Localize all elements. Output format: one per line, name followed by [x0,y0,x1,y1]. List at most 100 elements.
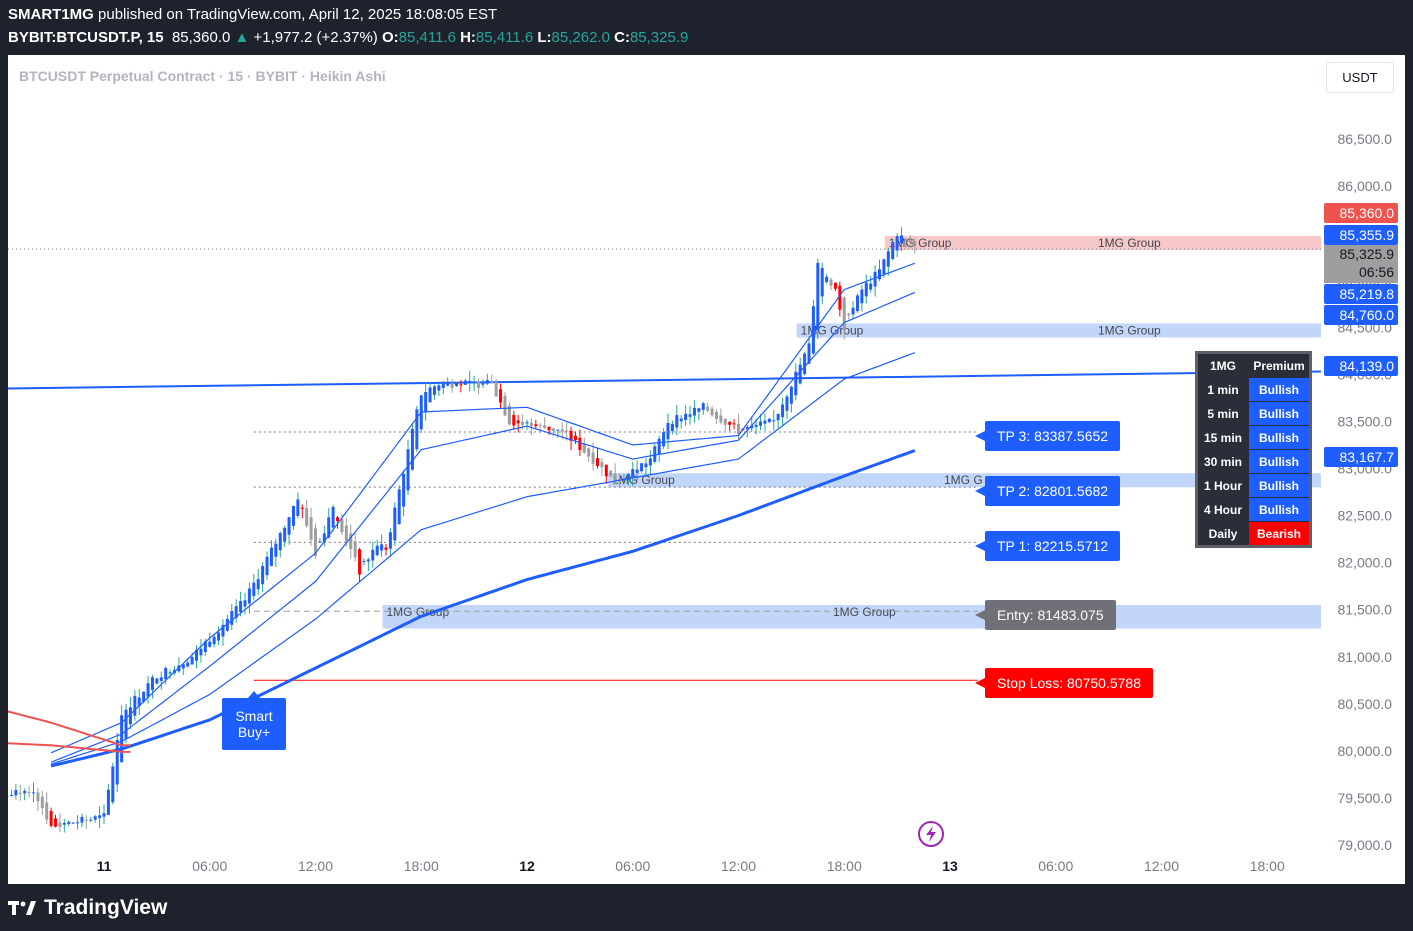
x-tick-label: 13 [942,858,958,874]
candle-body [212,636,216,645]
y-tick-label: 79,000.0 [1338,837,1393,853]
supply-demand-zone [796,323,1321,338]
panel-timeframe: 5 min [1196,401,1249,426]
candle-body [869,283,873,290]
published-text: published on TradingView.com, April 12, … [98,6,498,23]
x-tick-label: 11 [97,858,112,874]
candle-body [565,430,569,432]
candle-body [754,424,758,427]
ema-fast-line [50,262,916,754]
candle-body [128,707,132,725]
candle-body [181,664,185,669]
panel-timeframe: 4 Hour [1196,497,1249,522]
candle-body [380,544,384,551]
candle-body [137,697,141,706]
candle-body [538,425,542,427]
currency-button[interactable]: USDT [1326,62,1394,93]
candle-body [860,289,864,304]
candle-body [503,395,507,416]
chart-panel[interactable]: 1MG Group 1MG Group 1MG Group 1MG Group 1MG … [8,55,1405,884]
candle-body [199,648,203,656]
x-tick-label: 06:00 [192,858,227,874]
panel-row: 4 Hour Bullish [1196,497,1311,522]
supply-demand-zone [884,235,1321,251]
candle-body [490,381,494,383]
chart-legend-title: BTCUSDT Perpetual Contract · 15 · BYBIT … [19,68,386,84]
last-price: 85,360.0 [171,29,231,46]
candle-body [847,313,851,316]
candle-body [798,364,802,384]
candle-body [80,816,84,823]
candle-body [499,389,503,403]
candle-body [455,382,458,386]
candle-body [225,618,229,631]
high-value: 85,411.6 [475,29,534,46]
candle-body [230,611,234,625]
candle-body [560,429,564,432]
candle-body [309,517,313,540]
candle-body [662,432,666,447]
ohlc-line: BYBIT:BTCUSDT.P, 15 85,360.0 ▲ +1,977.2 … [8,29,688,46]
candle-body [737,423,740,434]
candle-body [468,380,472,383]
x-tick-label: 12:00 [1144,858,1179,874]
panel-status: Bullish [1248,425,1311,450]
candle-body [388,532,392,549]
current-price-label: 85,325.9 06:56 [1324,245,1398,283]
red-band-upper [8,710,131,747]
candle-body [591,452,595,464]
tp3-label: TP 3: 83387.5652 [974,421,1121,451]
candle-body [410,428,414,470]
zone-label: 1MG Group [386,605,449,619]
candle-body [349,533,353,549]
candle-body [600,462,604,468]
candle-body [221,624,225,637]
candle-body [314,528,317,557]
candle-body [521,421,525,425]
candle-body [644,463,648,468]
candle-body [340,519,344,533]
panel-status: Bullish [1248,449,1311,474]
panel-status: Bearish [1248,521,1311,547]
candle-body [670,423,674,432]
candle-body [477,381,481,388]
candle-body [640,463,644,472]
candle-body [424,392,428,413]
y-tick-label: 82,500.0 [1338,508,1393,524]
lightning-icon[interactable] [916,819,946,849]
change-value: +1,977.2 (+2.37%) [253,29,378,46]
tradingview-logo[interactable]: TradingView [8,896,167,920]
candle-body [358,549,362,575]
entry-label: Entry: 81483.075 [975,600,1116,630]
x-tick-label: 18:00 [404,858,439,874]
symbol-label: BYBIT:BTCUSDT.P, 15 [8,29,164,46]
candle-body [626,473,630,480]
candle-body [415,409,419,450]
price-label-trendline: 84,139.0 [1324,356,1398,376]
candle-body [794,371,798,396]
x-tick-label: 12 [519,858,535,874]
candle-body [353,541,357,558]
candle-body [472,381,476,383]
y-tick-label: 81,500.0 [1338,602,1393,618]
candle-body [529,422,533,426]
publisher-name[interactable]: SMART1MG [8,6,94,23]
panel-row: Daily Bearish [1196,521,1311,547]
candle-body [402,473,406,507]
panel-row: 5 min Bullish [1196,401,1311,426]
candle-body [287,517,291,535]
low-value: 85,262.0 [551,29,610,46]
candle-body [666,422,670,440]
candle-body [362,561,366,563]
publish-line: SMART1MG published on TradingView.com, A… [8,6,497,23]
low-label: L: [537,29,552,46]
candle-body [886,251,890,267]
candle-body [203,641,207,653]
trend-panel: 1MG Premium 1 min Bullish 5 min Bullish 15 min… [1195,351,1312,548]
candle-body [177,665,181,672]
x-tick-label: 18:00 [827,858,862,874]
candle-body [93,816,97,820]
candle-body [406,449,410,491]
price-label-zone-top: 85,360.0 [1324,203,1398,223]
candle-body [878,269,881,280]
